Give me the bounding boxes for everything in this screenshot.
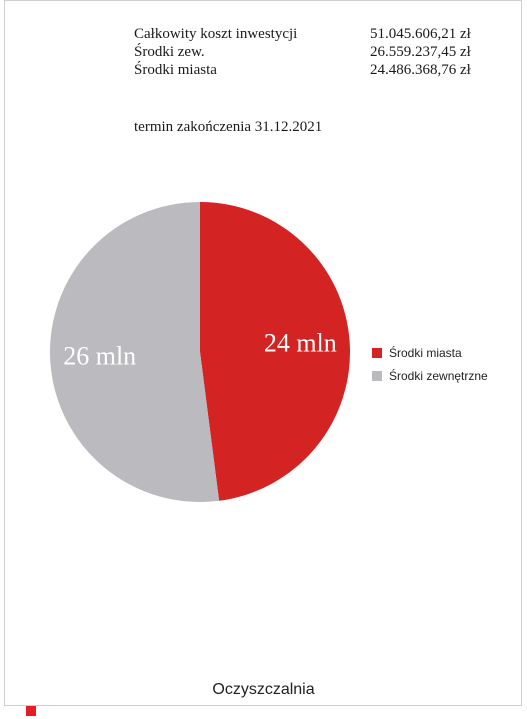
cost-row-total: Całkowity koszt inwestycji 51.045.606,21… <box>134 25 506 43</box>
cost-label-city: Środki miasta <box>134 62 217 78</box>
chart-legend: Środki miasta Środki zewnętrzne <box>372 345 488 391</box>
cost-value-city: 24.486.368,76 zł <box>370 62 471 78</box>
cost-value-total: 51.045.606,21 zł <box>370 26 471 42</box>
pie-data-label-rodki-miasta: 24 mln <box>264 329 337 358</box>
pie-slice-rodki-miasta <box>200 202 350 501</box>
cost-label-total: Całkowity koszt inwestycji <box>134 26 298 42</box>
cost-row-city: Środki miasta 24.486.368,76 zł <box>134 61 506 79</box>
legend-swatch-rodki-zewn-trzne <box>372 370 382 381</box>
legend-label-rodki-miasta: Środki miasta <box>389 345 462 360</box>
legend-swatch-rodki-miasta <box>372 347 382 358</box>
cost-label-external: Środki zew. <box>134 44 205 60</box>
legend-label-rodki-zewn-trzne: Środki zewnętrzne <box>389 368 488 383</box>
cost-row-external: Środki zew. 26.559.237,45 zł <box>134 43 506 61</box>
pie-data-label-rodki-zewn-trzne: 26 mln <box>63 341 136 370</box>
completion-deadline: termin zakończenia 31.12.2021 <box>134 119 323 135</box>
legend-item-rodki-miasta: Środki miasta <box>372 345 488 360</box>
corner-marker-square <box>26 706 36 716</box>
legend-item-rodki-zewn-trzne: Środki zewnętrzne <box>372 368 488 383</box>
cost-summary: Całkowity koszt inwestycji 51.045.606,21… <box>134 25 506 79</box>
pie-slice-rodki-zewn-trzne <box>49 202 220 503</box>
cost-value-external: 26.559.237,45 zł <box>370 44 471 60</box>
chart-caption: Oczyszczalnia <box>212 681 315 698</box>
